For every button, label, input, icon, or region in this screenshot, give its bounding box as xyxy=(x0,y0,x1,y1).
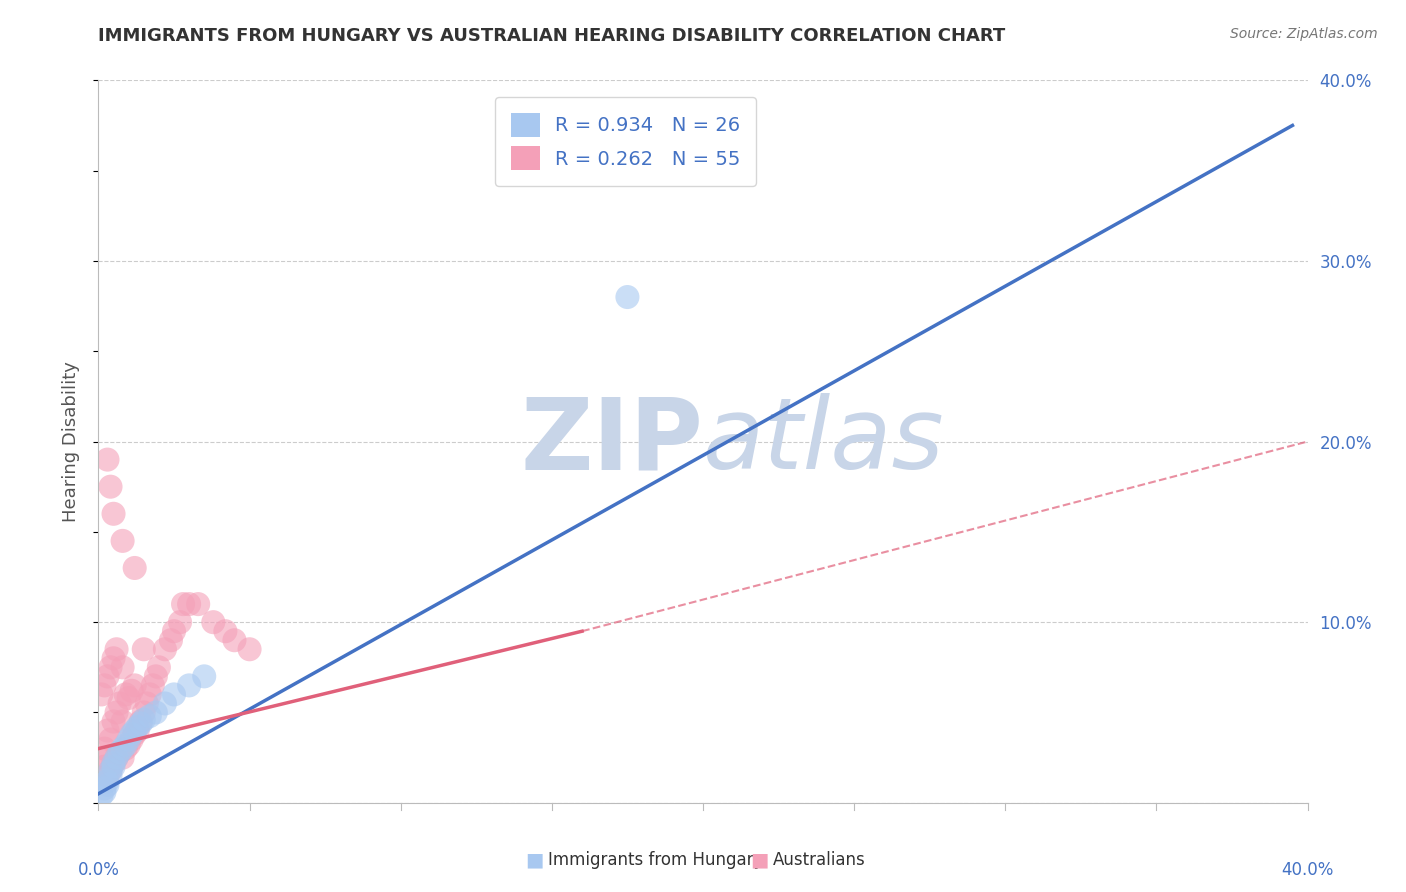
Point xyxy=(90,789,112,803)
Point xyxy=(111,533,134,548)
Point xyxy=(132,642,155,657)
Point xyxy=(145,669,167,683)
Point xyxy=(93,678,115,692)
Point xyxy=(193,669,215,683)
Point xyxy=(114,687,136,701)
Point xyxy=(121,683,143,698)
Point xyxy=(100,769,122,783)
Point xyxy=(100,764,122,778)
Point xyxy=(118,691,141,706)
Point xyxy=(160,633,183,648)
Point xyxy=(145,706,167,720)
Point xyxy=(187,597,209,611)
Point xyxy=(93,781,115,796)
Text: 40.0%: 40.0% xyxy=(1281,861,1334,879)
Point xyxy=(103,651,125,665)
Point xyxy=(111,714,134,729)
Point xyxy=(103,756,125,770)
Point xyxy=(108,697,131,711)
Point xyxy=(124,727,146,741)
Point xyxy=(153,642,176,657)
Point xyxy=(90,750,112,764)
Point xyxy=(93,785,115,799)
Point xyxy=(118,738,141,752)
Point xyxy=(132,713,155,727)
Text: Australians: Australians xyxy=(773,851,866,869)
Point xyxy=(127,723,149,738)
Point xyxy=(103,714,125,729)
Point xyxy=(108,745,131,759)
Point xyxy=(103,760,125,774)
Point xyxy=(135,697,157,711)
Point xyxy=(111,660,134,674)
Point xyxy=(111,741,134,756)
Text: atlas: atlas xyxy=(703,393,945,490)
Text: ■: ■ xyxy=(749,850,769,869)
Point xyxy=(100,764,122,778)
Point xyxy=(114,738,136,752)
Point xyxy=(121,727,143,741)
Point xyxy=(169,615,191,630)
Point xyxy=(239,642,262,657)
Point xyxy=(96,769,118,783)
Point xyxy=(129,714,152,729)
Point xyxy=(153,697,176,711)
Point xyxy=(139,709,162,723)
Y-axis label: Hearing Disability: Hearing Disability xyxy=(62,361,80,522)
Point xyxy=(224,633,246,648)
Point xyxy=(129,716,152,731)
Point xyxy=(93,760,115,774)
Point xyxy=(96,723,118,738)
Point xyxy=(142,678,165,692)
Text: ■: ■ xyxy=(524,850,544,869)
Text: Immigrants from Hungary: Immigrants from Hungary xyxy=(548,851,763,869)
Point xyxy=(172,597,194,611)
Point xyxy=(179,678,201,692)
Point xyxy=(121,732,143,747)
Point xyxy=(148,660,170,674)
Point xyxy=(111,750,134,764)
Point xyxy=(124,678,146,692)
Point xyxy=(214,624,236,639)
Point xyxy=(202,615,225,630)
Point xyxy=(139,687,162,701)
Point xyxy=(108,745,131,759)
Point xyxy=(163,687,186,701)
Point xyxy=(118,732,141,747)
Point xyxy=(124,723,146,738)
Point xyxy=(96,452,118,467)
Point xyxy=(96,774,118,789)
Point xyxy=(100,480,122,494)
Point xyxy=(132,706,155,720)
Point xyxy=(100,732,122,747)
Point xyxy=(105,750,128,764)
Text: IMMIGRANTS FROM HUNGARY VS AUSTRALIAN HEARING DISABILITY CORRELATION CHART: IMMIGRANTS FROM HUNGARY VS AUSTRALIAN HE… xyxy=(98,27,1005,45)
Point xyxy=(96,669,118,683)
Point xyxy=(103,507,125,521)
Point xyxy=(105,750,128,764)
Point xyxy=(103,756,125,770)
Point xyxy=(163,624,186,639)
Point xyxy=(179,597,201,611)
Point xyxy=(96,778,118,792)
Point xyxy=(105,706,128,720)
Text: ZIP: ZIP xyxy=(520,393,703,490)
Legend: R = 0.934   N = 26, R = 0.262   N = 55: R = 0.934 N = 26, R = 0.262 N = 55 xyxy=(495,97,756,186)
Point xyxy=(105,642,128,657)
Text: 0.0%: 0.0% xyxy=(77,861,120,879)
Point xyxy=(616,290,638,304)
Point xyxy=(124,561,146,575)
Point xyxy=(100,660,122,674)
Text: Source: ZipAtlas.com: Source: ZipAtlas.com xyxy=(1230,27,1378,41)
Point xyxy=(127,720,149,734)
Point xyxy=(114,741,136,756)
Point xyxy=(90,687,112,701)
Point xyxy=(93,741,115,756)
